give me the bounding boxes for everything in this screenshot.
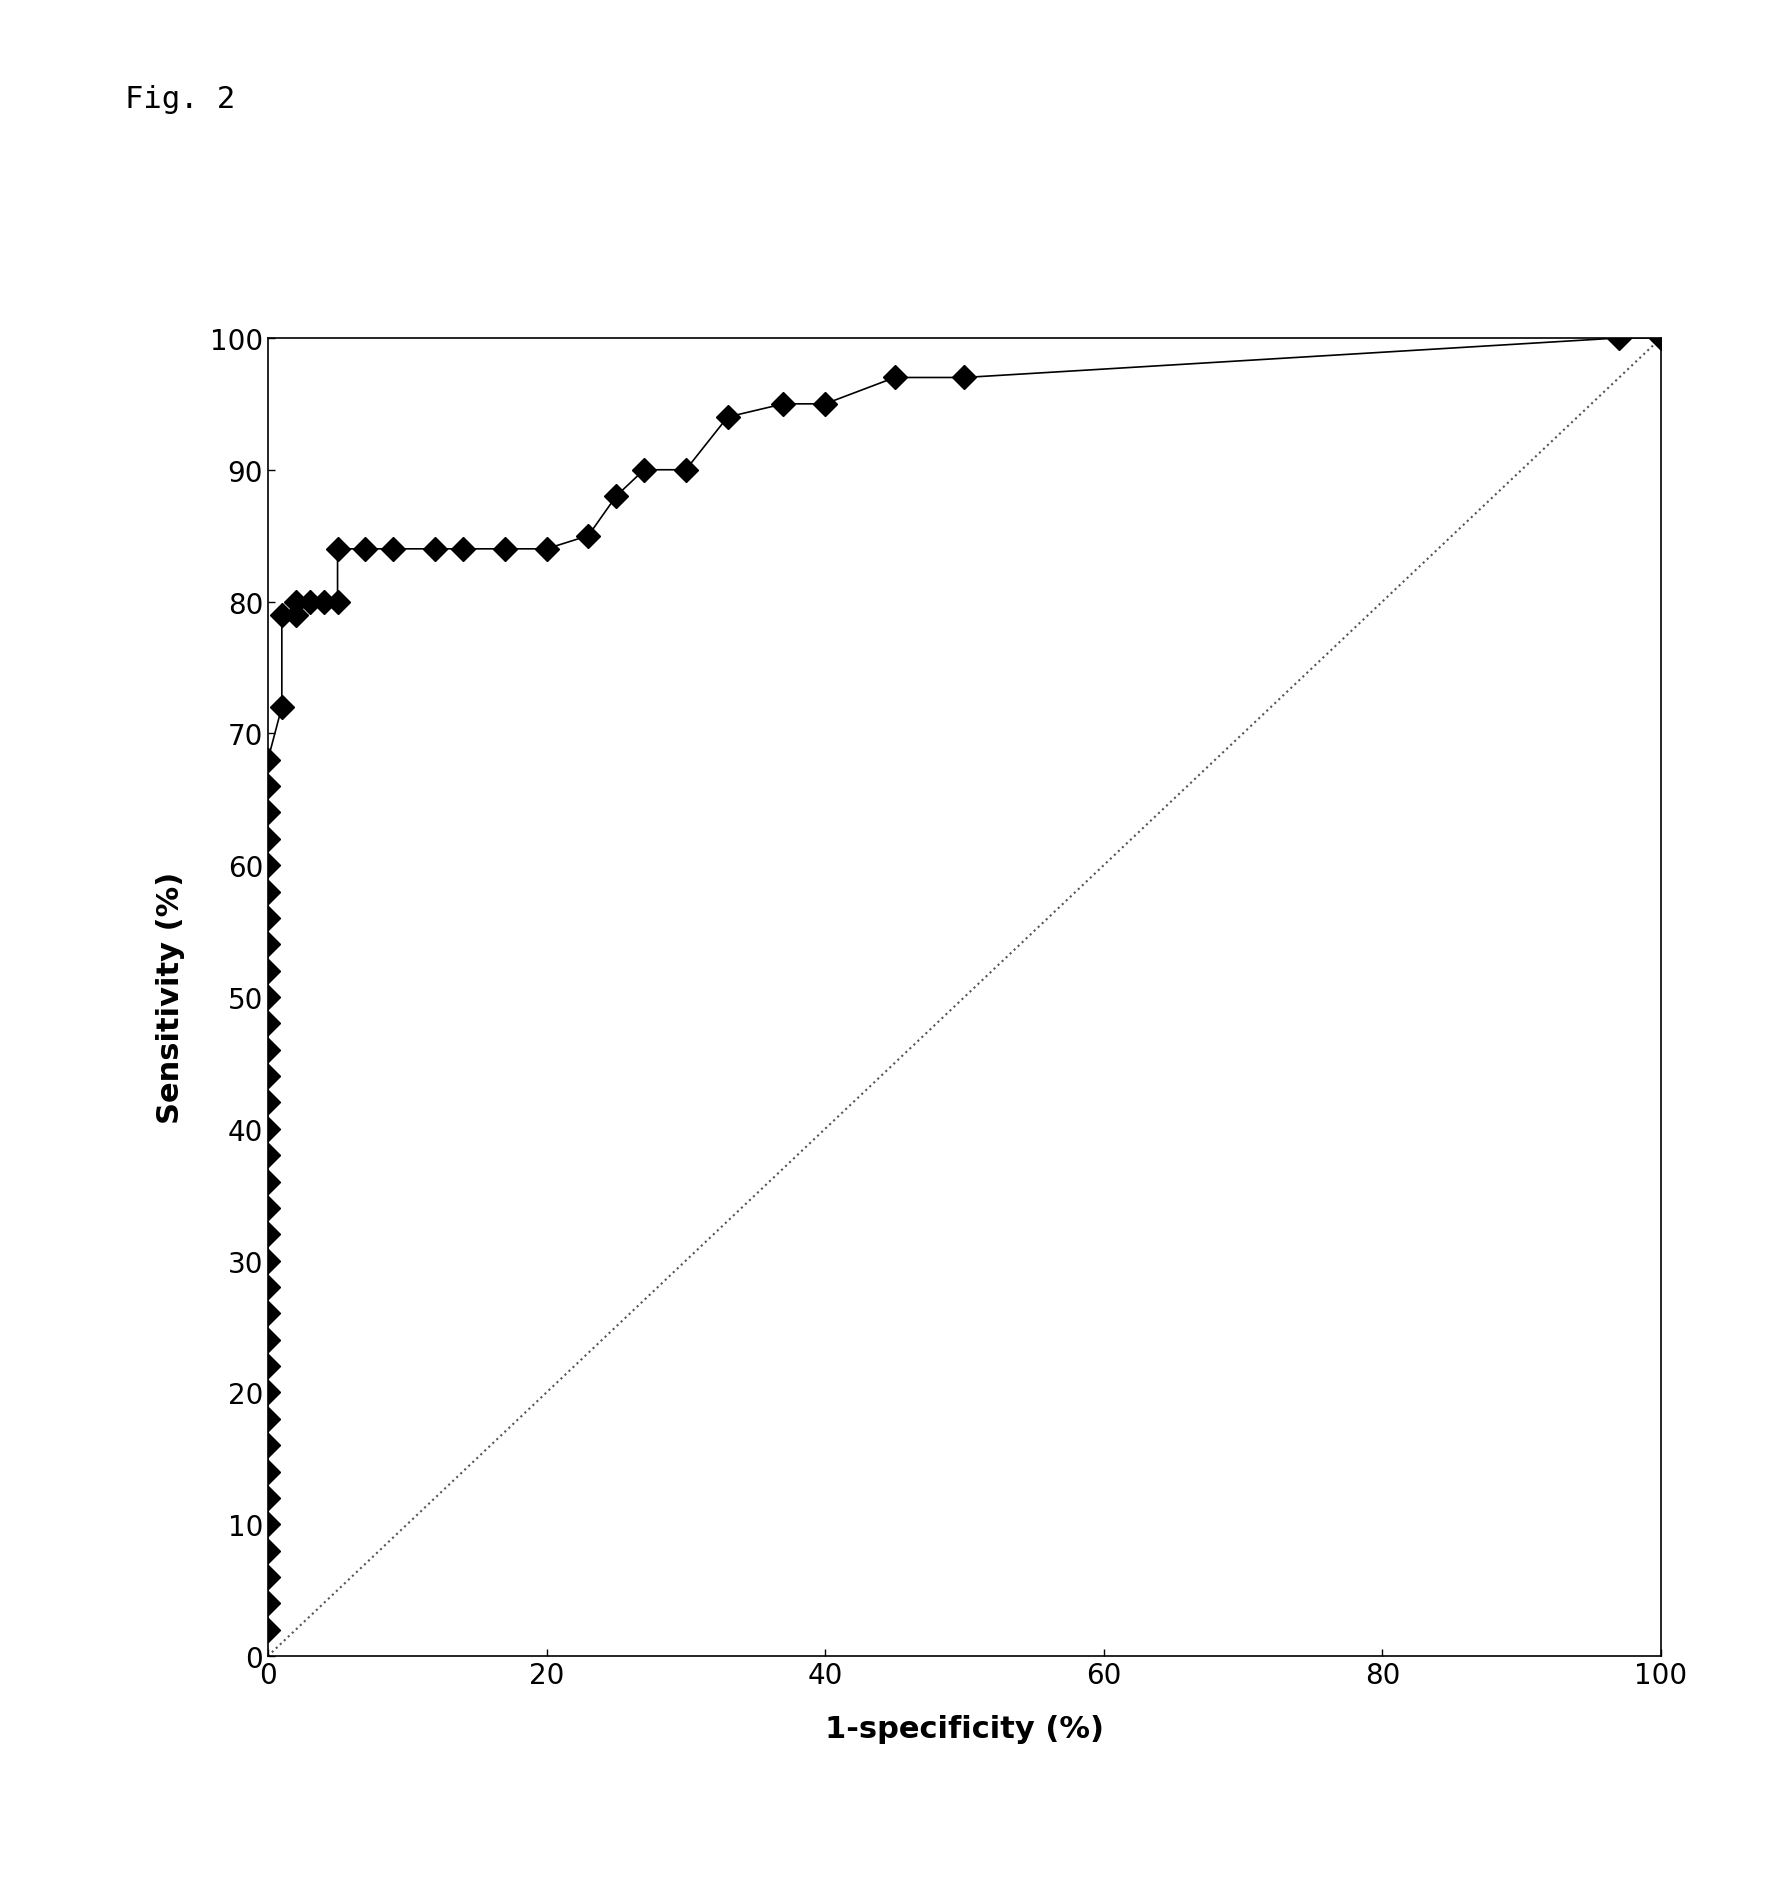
Text: Fig. 2: Fig. 2 bbox=[125, 85, 236, 113]
X-axis label: 1-specificity (%): 1-specificity (%) bbox=[825, 1715, 1104, 1743]
Y-axis label: Sensitivity (%): Sensitivity (%) bbox=[155, 871, 186, 1124]
